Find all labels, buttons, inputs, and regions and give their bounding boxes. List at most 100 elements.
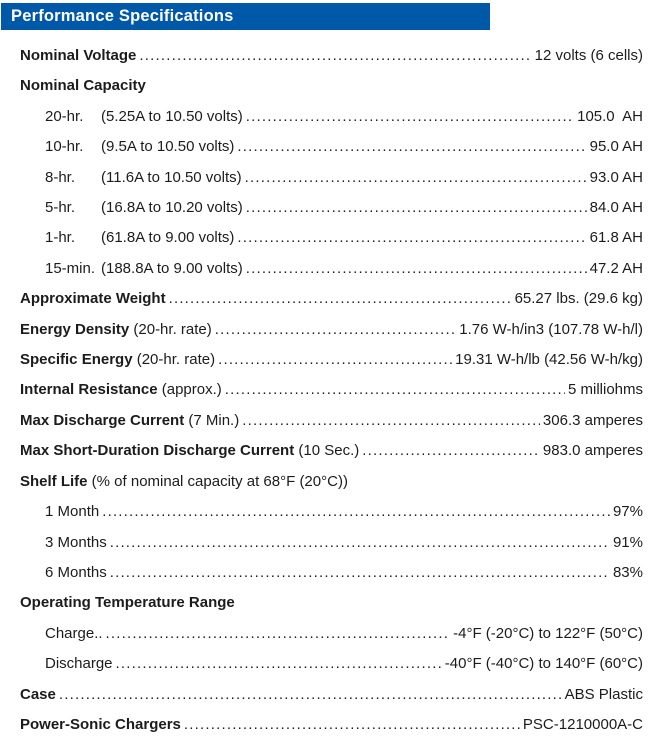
row-value: 91% (612, 533, 643, 551)
dot-leader (110, 558, 610, 588)
row-label-rest: (16.8A to 10.20 volts) (101, 199, 243, 217)
dot-leader (246, 102, 574, 132)
row-shelf-life: Shelf Life (% of nominal capacity at 68°… (20, 467, 643, 497)
row-value: ABS Plastic (564, 685, 643, 703)
row-value: 1.76 W-h/in3 (107.78 W-h/l) (459, 320, 643, 338)
dot-leader (237, 223, 586, 253)
row-term: 10-hr. (45, 138, 84, 156)
row-label: Operating Temperature Range (20, 588, 235, 618)
row-label: Energy Density (20-hr. rate) (20, 315, 212, 345)
dot-leader (215, 315, 457, 345)
row-term: 1-hr. (45, 229, 76, 247)
dot-leader (184, 710, 520, 740)
row-label: Approximate Weight (20, 284, 166, 314)
row-value: 84.0 AH (589, 199, 643, 217)
row-capacity-10hr: 10-hr. (9.5A to 10.50 volts) 95.0 AH (20, 132, 643, 162)
dot-leader (106, 619, 451, 649)
dot-leader (169, 284, 512, 314)
row-shelf-life-6-months: 6 Months 83% (20, 558, 643, 588)
row-label-bold: Case (20, 685, 56, 703)
performance-spec-sheet: Performance Specifications Nominal Volta… (0, 3, 660, 755)
row-value: 65.27 lbs. (29.6 kg) (514, 290, 643, 308)
row-label: Specific Energy (20-hr. rate) (20, 345, 215, 375)
row-label: (5.25A to 10.50 volts) (101, 102, 243, 132)
row-label-bold: Shelf Life (20, 472, 88, 490)
row-value: 983.0 amperes (542, 442, 643, 460)
row-energy-density: Energy Density (20-hr. rate) 1.76 W-h/in3… (20, 315, 643, 345)
row-label: (188.8A to 9.00 volts) (101, 254, 243, 284)
row-label: Nominal Voltage (20, 41, 136, 71)
row-term: 20-hr. (45, 107, 84, 125)
row-value: 105.0 AH (577, 107, 643, 125)
row-label-rest: (10 Sec.) (294, 442, 360, 460)
row-label: 1 Month (45, 497, 99, 527)
row-term: 15-min. (45, 259, 96, 277)
dot-leader (246, 254, 587, 284)
row-label-rest: Charge.. (45, 624, 103, 642)
row-label: (16.8A to 10.20 volts) (101, 193, 243, 223)
row-label: Power-Sonic Chargers (20, 710, 181, 740)
row-value: 61.8 AH (589, 229, 643, 247)
dot-leader (110, 528, 610, 558)
row-label-bold: Nominal Voltage (20, 47, 137, 64)
row-label: 6 Months (45, 558, 107, 588)
row-label-bold: Nominal Capacity (20, 77, 146, 95)
dot-leader (237, 132, 586, 162)
row-label-rest: 1 Month (45, 503, 100, 521)
row-capacity-15min: 15-min. (188.8A to 9.00 volts) 47.2 AH (20, 254, 643, 284)
row-label-rest: 6 Months (45, 563, 107, 581)
row-value: 306.3 amperes (542, 411, 643, 429)
row-nominal-capacity: Nominal Capacity (20, 71, 643, 101)
row-internal-resistance: Internal Resistance (approx.) 5 milliohms (20, 375, 643, 405)
row-label-bold: Power-Sonic Chargers (20, 715, 181, 733)
row-label-rest: (188.8A to 9.00 volts) (101, 259, 243, 277)
dot-leader (246, 193, 587, 223)
row-operating-temperature-range: Operating Temperature Range (20, 588, 643, 618)
row-capacity-5hr: 5-hr. (16.8A to 10.20 volts) 84.0 AH (20, 193, 643, 223)
row-nominal-voltage: Nominal Voltage 12 volts (6 cells) (20, 41, 643, 71)
row-capacity-1hr: 1-hr. (61.8A to 9.00 volts) 61.8 AH (20, 223, 643, 253)
row-label-rest: Discharge (45, 655, 113, 673)
dot-leader (218, 345, 452, 375)
row-label: (61.8A to 9.00 volts) (101, 223, 234, 253)
dot-leader (362, 436, 540, 466)
dot-leader (139, 41, 531, 71)
section-header: Performance Specifications (1, 3, 490, 30)
row-value: 47.2 AH (589, 259, 643, 277)
row-discharge-temperature: Discharge -40°F (-40°C) to 140°F (60°C) (20, 649, 643, 679)
row-case: Case ABS Plastic (20, 680, 643, 710)
row-shelf-life-3-months: 3 Months 91% (20, 528, 643, 558)
row-label-rest: (20-hr. rate) (132, 351, 216, 369)
dot-leader (102, 497, 610, 527)
spec-rows: Nominal Voltage12 volts (6 cells)Nominal… (0, 30, 660, 740)
row-label: Internal Resistance (approx.) (20, 375, 222, 405)
row-max-discharge-current: Max Discharge Current (7 Min.) 306.3 ampe… (20, 406, 643, 436)
row-label: Case (20, 680, 56, 710)
row-label-bold: Approximate Weight (20, 290, 166, 308)
row-label-rest: (5.25A to 10.50 volts) (101, 107, 243, 125)
row-label: (9.5A to 10.50 volts) (101, 132, 234, 162)
row-label-rest: (20-hr. rate) (129, 320, 212, 338)
dot-leader (245, 163, 587, 193)
row-label-bold: Max Short-Duration Discharge Current (20, 442, 295, 460)
row-term: 8-hr. (45, 168, 76, 186)
row-value: -4°F (-20°C) to 122°F (50°C) (453, 624, 643, 642)
row-value: PSC-1210000A-C (522, 715, 643, 733)
row-label-rest: (approx.) (157, 381, 222, 399)
row-term: 5-hr. (45, 199, 76, 217)
row-label: Charge.. (45, 619, 103, 649)
row-label-rest: (11.6A to 10.50 volts) (101, 168, 242, 186)
row-value: 93.0 AH (589, 168, 643, 186)
row-capacity-20hr: 20-hr. (5.25A to 10.50 volts) 105.0 AH (20, 102, 643, 132)
row-value: 12 volts (6 cells) (534, 47, 643, 64)
row-value: 5 milliohms (567, 381, 643, 399)
dot-leader (116, 649, 442, 679)
row-value: 97% (612, 503, 643, 521)
dot-leader (225, 375, 565, 405)
row-label-rest: 3 Months (45, 533, 107, 551)
dot-leader (242, 406, 540, 436)
row-label-rest: (9.5A to 10.50 volts) (101, 138, 235, 156)
row-label-rest: (% of nominal capacity at 68°F (20°C)) (87, 472, 348, 490)
row-value: 19.31 W-h/lb (42.56 W-h/kg) (455, 351, 643, 369)
row-approximate-weight: Approximate Weight 65.27 lbs. (29.6 kg) (20, 284, 643, 314)
